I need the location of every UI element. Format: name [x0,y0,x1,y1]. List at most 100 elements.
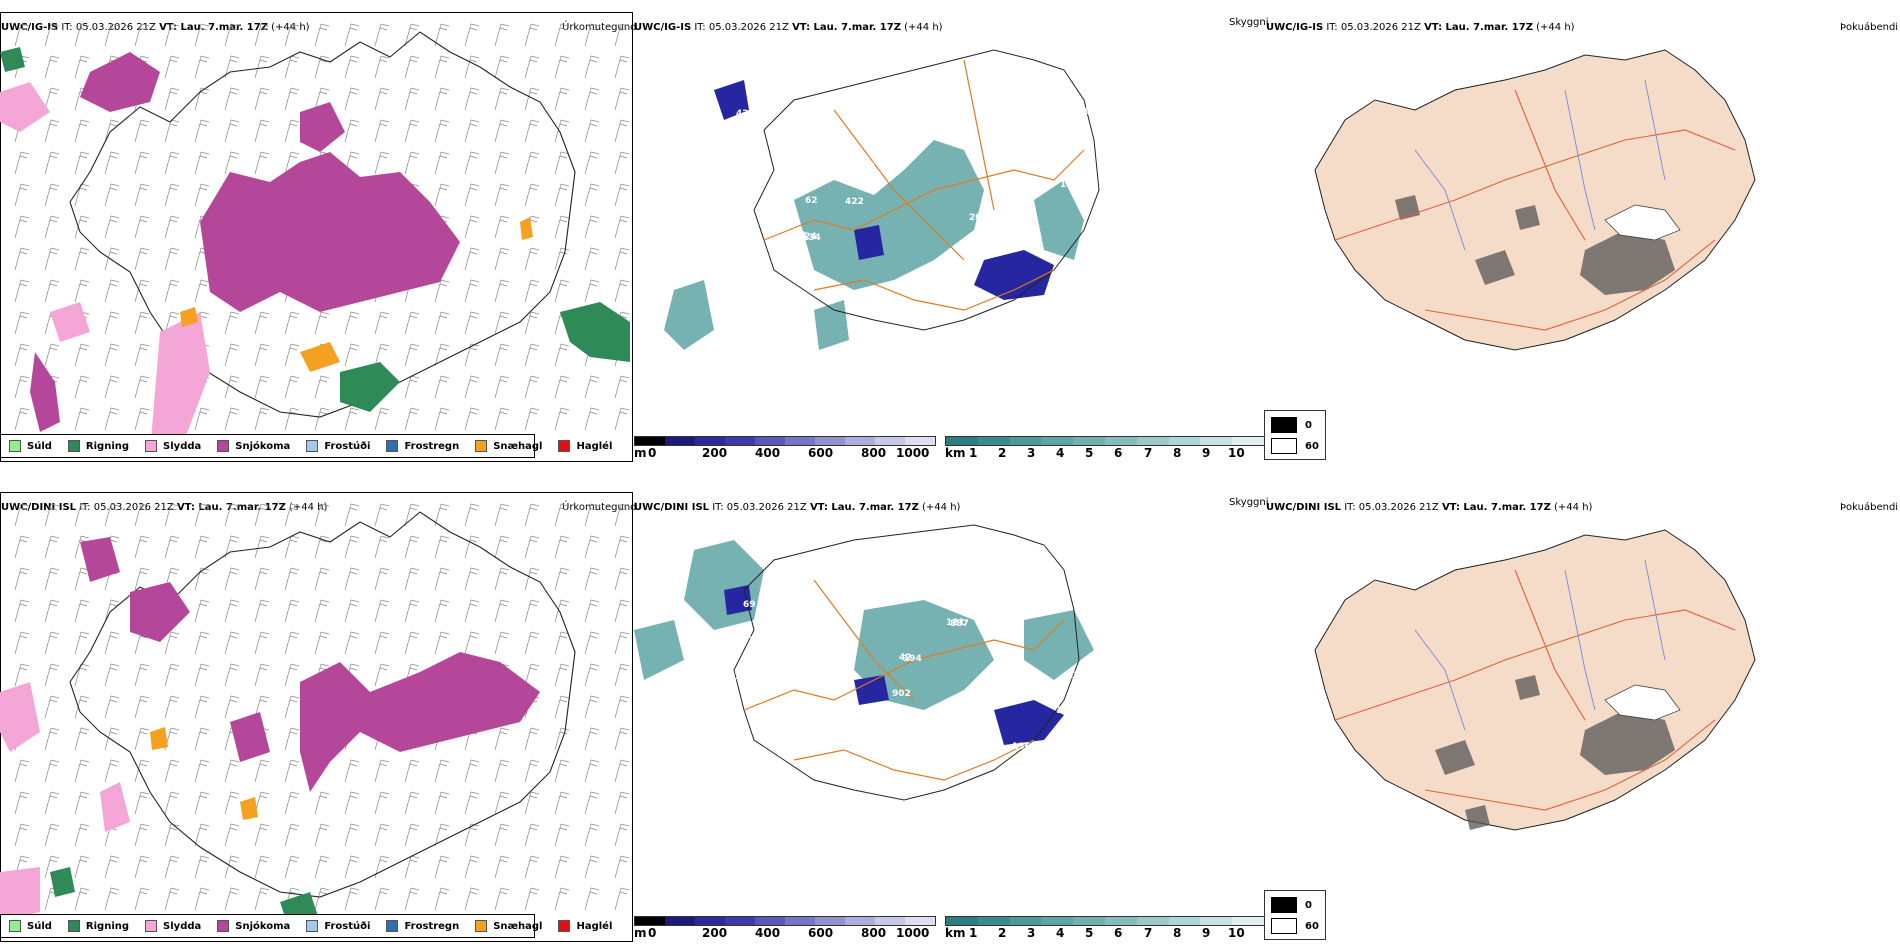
legend-item: Frostregn [386,920,459,932]
legend-item: Haglél [558,440,612,452]
wind-barb-icon [494,759,510,783]
wind-barb-icon [74,55,90,79]
wind-barb-icon [44,759,60,783]
wind-barb-icon [554,503,570,527]
wind-barb-icon [584,55,600,79]
wind-barb-icon [434,311,450,335]
wind-barb-icon [224,407,240,431]
cloud-title-bottom: Skyggni [1229,497,1269,508]
wind-barb-icon [194,791,210,815]
wind-barb-icon [134,567,150,591]
wind-barb-icon [554,631,570,655]
row2-header-fog: UWC/DINI ISL IT: 05.03.2026 21Z VT: Lau.… [1266,502,1593,513]
wind-barb-icon [494,247,510,271]
wind-barb-icon [524,87,540,111]
wind-barb-icon [224,855,240,879]
wind-barb-icon [134,151,150,175]
wind-barb-icon [464,759,480,783]
wind-barb-icon [194,663,210,687]
wind-barb-icon [284,55,300,79]
visibility-label: 59 [958,286,971,296]
wind-barb-icon [254,23,270,47]
legend-swatch [9,920,21,932]
wind-barb-icon [344,759,360,783]
wind-barb-icon [344,407,360,431]
visibility-label: 801 [736,636,755,646]
m-tick: 200 [702,446,728,460]
wind-barb-icon [224,791,240,815]
fog-rivers [1414,79,1666,251]
wind-barb-icon [134,663,150,687]
wind-barb-icon [44,727,60,751]
wind-barb-icon [464,279,480,303]
wind-barb-icon [434,567,450,591]
wind-barb-icon [314,823,330,847]
wind-barb-icon [224,23,240,47]
wind-barb-icon [254,87,270,111]
wind-barb-icon [194,727,210,751]
visibility-label: 283 [1005,548,1024,558]
wind-barb-icon [344,535,360,559]
wind-barb-icon [254,151,270,175]
wind-barb-icon [554,279,570,303]
wind-barb-icon [374,23,390,47]
wind-barb-icon [134,695,150,719]
wind-barb-icon [404,151,420,175]
wind-barb-icon [524,119,540,143]
wind-barb-icon [524,631,540,655]
wind-barb-icon [284,311,300,335]
wind-barb-icon [344,631,360,655]
wind-barb-icon [224,151,240,175]
wind-barb-icon [284,503,300,527]
wind-barb-icon [134,119,150,143]
km-tick: 7 [1144,926,1153,940]
wind-barb-icon [434,823,450,847]
wind-barb-icon [314,567,330,591]
wind-barb-icon [164,23,180,47]
wind-barb-icon [404,631,420,655]
wind-barb-icon [494,343,510,367]
visibility-label: 58 [849,160,862,170]
km-tick: 9 [1202,926,1211,940]
wind-barb-icon [254,567,270,591]
wind-barb-icon [194,55,210,79]
km-tick: 3 [1027,926,1036,940]
wind-barb-icon [374,855,390,879]
km-colorbar-strip [945,436,1265,446]
legend-item: Haglél [558,920,612,932]
wind-barb-icon [464,151,480,175]
wind-barb-icon [614,599,630,623]
visibility-label: 129 [837,760,856,770]
wind-barb-icon [74,279,90,303]
wind-barb-icon [464,375,480,399]
row2-header-precip: UWC/DINI ISL IT: 05.03.2026 21Z VT: Lau.… [1,502,328,513]
m-tick: 800 [861,926,887,940]
wind-barb-icon [134,343,150,367]
wind-barb-icon [554,823,570,847]
km-tick: 1 [969,446,978,460]
wind-barb-icon [284,663,300,687]
wind-barb-icon [134,887,150,911]
cloud-title-top: Skyggni [1229,17,1269,28]
wind-barb-icon [374,503,390,527]
wind-barb-icon [494,535,510,559]
visibility-label: 83 [904,89,917,99]
wind-barb-icon [434,375,450,399]
visibility-label: 162 [743,73,762,83]
precip-map-top [0,23,630,452]
wind-barb-icon [74,823,90,847]
km-tick: 6 [1114,926,1123,940]
wind-barb-icon [554,375,570,399]
wind-barb-icon [494,887,510,911]
wind-barb-icon [254,631,270,655]
precip-legend-bottom: Súld Rigning Slydda Snjókoma Frostúði Fr… [0,914,612,938]
wind-barb-icon [284,375,300,399]
wind-barb-icon [104,503,120,527]
wind-barb-icon [194,599,210,623]
wind-barb-icon [254,407,270,431]
wind-barb-icon [584,503,600,527]
wind-barb-icon [134,503,150,527]
m-tick: 400 [755,926,781,940]
legend-swatch [386,440,399,452]
legend-item: Frostúði [306,920,370,932]
